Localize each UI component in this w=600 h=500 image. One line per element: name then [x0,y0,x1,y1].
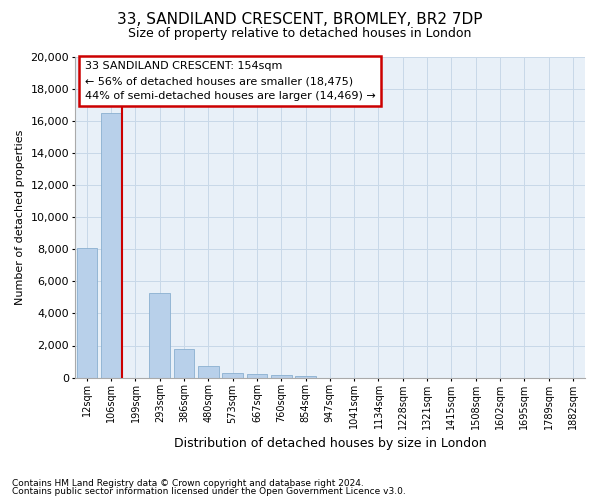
Bar [77,248,97,378]
Text: Size of property relative to detached houses in London: Size of property relative to detached ho… [128,28,472,40]
Bar [174,348,194,378]
Text: Contains HM Land Registry data © Crown copyright and database right 2024.: Contains HM Land Registry data © Crown c… [12,478,364,488]
Bar [295,376,316,378]
X-axis label: Distribution of detached houses by size in London: Distribution of detached houses by size … [173,437,486,450]
Bar [101,112,122,378]
Bar [149,292,170,378]
Bar [247,374,267,378]
Bar [223,373,243,378]
Bar [271,375,292,378]
Bar [198,366,219,378]
Text: Contains public sector information licensed under the Open Government Licence v3: Contains public sector information licen… [12,487,406,496]
Y-axis label: Number of detached properties: Number of detached properties [15,130,25,304]
Text: 33, SANDILAND CRESCENT, BROMLEY, BR2 7DP: 33, SANDILAND CRESCENT, BROMLEY, BR2 7DP [117,12,483,28]
Text: 33 SANDILAND CRESCENT: 154sqm
← 56% of detached houses are smaller (18,475)
44% : 33 SANDILAND CRESCENT: 154sqm ← 56% of d… [85,62,376,101]
